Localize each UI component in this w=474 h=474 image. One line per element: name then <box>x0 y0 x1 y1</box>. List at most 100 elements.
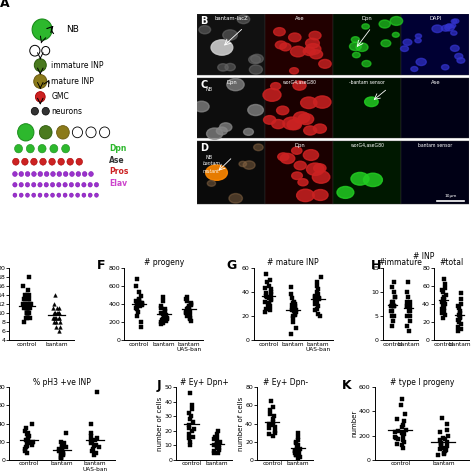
Circle shape <box>314 164 326 173</box>
Point <box>23 309 30 317</box>
Point <box>56 318 64 326</box>
Point <box>19 300 27 308</box>
Point <box>24 287 32 294</box>
Point <box>161 313 168 320</box>
Circle shape <box>34 74 47 88</box>
Point <box>398 429 406 437</box>
Point <box>439 288 447 296</box>
Bar <box>198 78 265 138</box>
Point <box>161 314 168 321</box>
Point <box>157 304 165 311</box>
Circle shape <box>280 43 291 51</box>
Point <box>57 438 65 446</box>
Circle shape <box>392 32 399 37</box>
Point <box>162 306 169 313</box>
Point <box>404 302 411 310</box>
Circle shape <box>293 112 310 123</box>
Point <box>392 434 400 442</box>
Point <box>51 309 59 317</box>
Point <box>23 309 31 317</box>
Point <box>438 441 445 449</box>
Point <box>184 293 191 301</box>
Circle shape <box>289 33 301 42</box>
Point <box>132 282 140 290</box>
Circle shape <box>441 64 449 70</box>
Circle shape <box>249 55 261 64</box>
Point <box>187 412 194 420</box>
Point <box>137 292 145 300</box>
Point <box>55 309 62 317</box>
Point <box>87 436 95 444</box>
Title: # type I progeny: # type I progeny <box>390 377 454 386</box>
Circle shape <box>337 186 354 199</box>
Point <box>441 300 449 308</box>
Point <box>294 441 302 449</box>
Text: bantam: bantam <box>203 161 221 166</box>
Circle shape <box>225 64 235 71</box>
Point <box>57 454 65 462</box>
Circle shape <box>12 158 19 165</box>
Circle shape <box>223 30 237 40</box>
Point <box>289 312 296 320</box>
Point <box>262 284 269 292</box>
Point <box>26 432 33 440</box>
Point <box>407 302 414 310</box>
Circle shape <box>263 89 281 101</box>
Point <box>265 300 273 308</box>
Circle shape <box>401 46 409 52</box>
Point <box>440 293 447 301</box>
Point <box>90 451 98 459</box>
Text: H: H <box>371 259 381 272</box>
Circle shape <box>411 66 418 72</box>
Circle shape <box>64 172 68 176</box>
Circle shape <box>86 127 96 138</box>
Point <box>265 420 273 428</box>
Point <box>22 305 30 312</box>
Circle shape <box>290 68 299 74</box>
Point <box>213 438 221 446</box>
Point <box>291 298 298 305</box>
Point <box>157 318 165 326</box>
Point <box>266 276 274 283</box>
Point <box>292 309 300 316</box>
Circle shape <box>82 193 86 197</box>
Point <box>403 302 410 310</box>
Point <box>454 302 462 310</box>
Text: B: B <box>200 16 208 26</box>
Point <box>292 306 300 314</box>
Point <box>391 293 398 301</box>
Point <box>438 306 446 313</box>
Point <box>292 447 299 455</box>
Circle shape <box>63 182 67 187</box>
Point <box>390 302 398 310</box>
Point <box>289 318 296 326</box>
Text: # INP: # INP <box>413 252 434 261</box>
Point <box>52 314 60 321</box>
Point <box>28 420 36 428</box>
Circle shape <box>44 193 48 197</box>
Text: worG4,aseG80: worG4,aseG80 <box>283 80 316 84</box>
Y-axis label: number: number <box>351 410 357 437</box>
Circle shape <box>44 172 49 176</box>
Circle shape <box>353 52 360 58</box>
Point <box>442 291 449 299</box>
Point <box>438 309 446 317</box>
Point <box>186 314 194 321</box>
Point <box>135 288 143 296</box>
Point <box>63 429 70 437</box>
Circle shape <box>32 19 52 40</box>
Point <box>185 434 193 442</box>
Point <box>316 312 324 320</box>
Point <box>135 295 143 302</box>
Point <box>213 430 220 438</box>
Circle shape <box>239 161 246 167</box>
Circle shape <box>277 106 289 115</box>
Point <box>58 443 66 451</box>
Point <box>292 324 300 332</box>
Point <box>403 322 410 329</box>
Point <box>159 298 166 305</box>
Point <box>55 314 63 321</box>
Circle shape <box>362 24 369 29</box>
Point <box>393 415 401 422</box>
Point <box>59 447 66 455</box>
